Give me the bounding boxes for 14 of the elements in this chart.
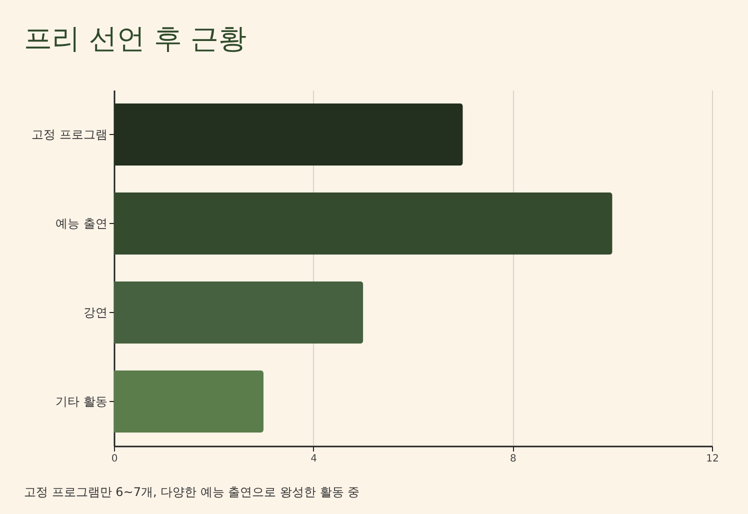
- bar: [114, 370, 264, 433]
- chart-title: 프리 선언 후 근황: [24, 22, 247, 55]
- y-tick-label: 기타 활동: [56, 394, 108, 408]
- x-tick-label: 4: [310, 454, 318, 464]
- x-tick-label: 8: [510, 454, 516, 464]
- bar: [114, 192, 612, 255]
- text: 고정 프로그램만 6~7개, 다양한 예능 출연으로 왕성한 활동 중: [24, 484, 360, 501]
- y-tick-label: 예능 출연: [56, 216, 108, 230]
- bar: [114, 281, 364, 344]
- x-tick-label: 12: [706, 454, 719, 464]
- x-tick-label: 0: [111, 454, 118, 464]
- bar: [114, 103, 463, 166]
- y-tick-label: 강연: [84, 306, 108, 320]
- y-tick-label: 고정 프로그램: [32, 128, 108, 142]
